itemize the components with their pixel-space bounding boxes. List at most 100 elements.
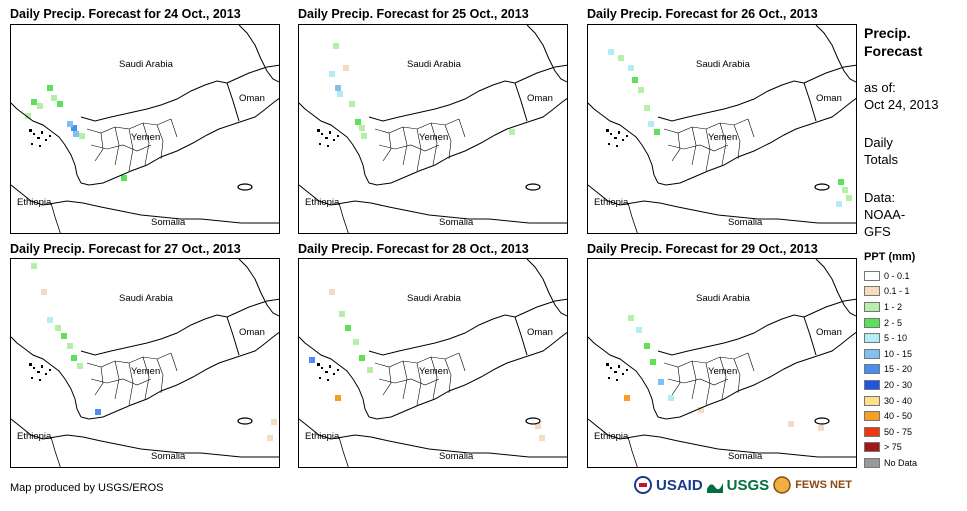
precip-cell [509,129,515,135]
usaid-seal-icon [634,476,652,494]
coastline-gulf [238,259,279,317]
precip-cell [367,367,373,373]
border-saudi-oman [226,64,279,84]
precip-cell [698,407,704,413]
precip-cell [359,355,365,361]
legend-swatch [864,411,880,422]
label-somalia: Somalia [728,217,763,228]
precip-cell [335,395,341,401]
asof-label: as of: [864,80,896,95]
precip-cell [648,121,654,127]
legend-item: 50 - 75 [864,424,917,440]
socotra-island [525,183,541,191]
coastline-africa [11,418,279,458]
red-sea-islands [29,363,51,381]
border-saudi-oman [226,298,279,318]
precip-cell [650,359,656,365]
label-yemen: Yemen [708,132,737,143]
label-saudi-arabia: Saudi Arabia [696,59,751,70]
precip-cell [668,395,674,401]
precip-cell [836,201,842,207]
precip-cells [31,263,277,441]
label-somalia: Somalia [728,451,763,462]
coastline-arabia [368,331,567,420]
precip-cell [838,179,844,185]
label-oman: Oman [816,93,842,104]
sidebar-title-line2: Forecast [864,43,923,59]
border-ethiopia [338,202,349,233]
precip-cell [25,113,31,119]
coastline-arabia [368,97,567,186]
precip-cell [47,317,53,323]
coastline-gulf [815,259,856,317]
coastline-red-sea [588,336,659,418]
legend-swatch [864,395,880,406]
governorate-lines [374,118,466,172]
label-yemen: Yemen [708,366,737,377]
precip-cell [636,327,642,333]
precip-cell [267,435,273,441]
legend-item: 0.1 - 1 [864,284,917,300]
legend-label: 50 - 75 [884,426,913,437]
sidebar-title-line1: Precip. [864,25,911,41]
precip-cell [95,409,101,415]
border-saudi-oman [514,64,567,84]
legend-item: 10 - 15 [864,346,917,362]
label-ethiopia: Ethiopia [594,431,629,442]
precip-cell [121,175,127,181]
panel-title-5: Daily Precip. Forecast for 28 Oct., 2013 [298,242,529,256]
legend-swatch [864,317,880,328]
partner-logos: USAID USGS FEWS NET [634,476,852,494]
usaid-logo: USAID [656,476,703,494]
legend-label: 5 - 10 [884,333,908,344]
legend-label: 40 - 50 [884,411,913,422]
forecast-map-3: Saudi Arabia Oman Yemen Ethiopia Somalia [587,24,857,234]
border-yemen-oman [803,82,817,122]
precip-cell [337,91,343,97]
precip-cell [608,49,614,55]
legend-item: 0 - 0.1 [864,268,917,284]
label-somalia: Somalia [439,451,474,462]
label-oman: Oman [239,93,265,104]
legend-label: No Data [884,457,918,468]
coastline-africa [11,184,279,224]
precip-cells [608,49,852,207]
legend-swatch [864,426,880,437]
panel-title-4: Daily Precip. Forecast for 27 Oct., 2013 [10,242,241,256]
label-saudi-arabia: Saudi Arabia [407,293,462,304]
forecast-map-2: Saudi Arabia Oman Yemen Ethiopia Somalia [298,24,568,234]
panel-title-2: Daily Precip. Forecast for 25 Oct., 2013 [298,7,529,21]
precip-cell [47,85,53,91]
data-line2: NOAA- [864,207,906,222]
precip-cell [73,131,79,137]
precip-cell [628,65,634,71]
red-sea-islands [317,129,339,147]
label-oman: Oman [527,93,553,104]
legend-label: 10 - 15 [884,348,913,359]
precip-cell [345,325,351,331]
socotra-island [814,183,830,191]
daily-line1: Daily [864,135,893,150]
border-saudi-yemen [657,80,805,122]
forecast-map-1: Saudi Arabia Oman Yemen Ethiopia Somalia [10,24,280,234]
sidebar-title: Precip. Forecast [864,24,922,60]
label-saudi-arabia: Saudi Arabia [407,59,462,70]
precip-cell [335,85,341,91]
precip-cell [343,65,349,71]
legend-label: 0 - 0.1 [884,270,910,281]
border-saudi-yemen [368,314,516,356]
label-yemen: Yemen [419,132,448,143]
precip-cell [51,95,57,101]
coastline-gulf [526,25,567,83]
socotra-island [237,417,253,425]
precip-cells [309,289,545,441]
precip-cell [77,363,83,369]
border-saudi-oman [803,64,856,84]
legend-swatch [864,442,880,453]
coastline-arabia [657,331,856,420]
border-saudi-oman [514,298,567,318]
coastline-arabia [657,97,856,186]
border-ethiopia [50,202,61,233]
coastline-arabia [80,97,279,186]
governorate-lines [663,118,755,172]
